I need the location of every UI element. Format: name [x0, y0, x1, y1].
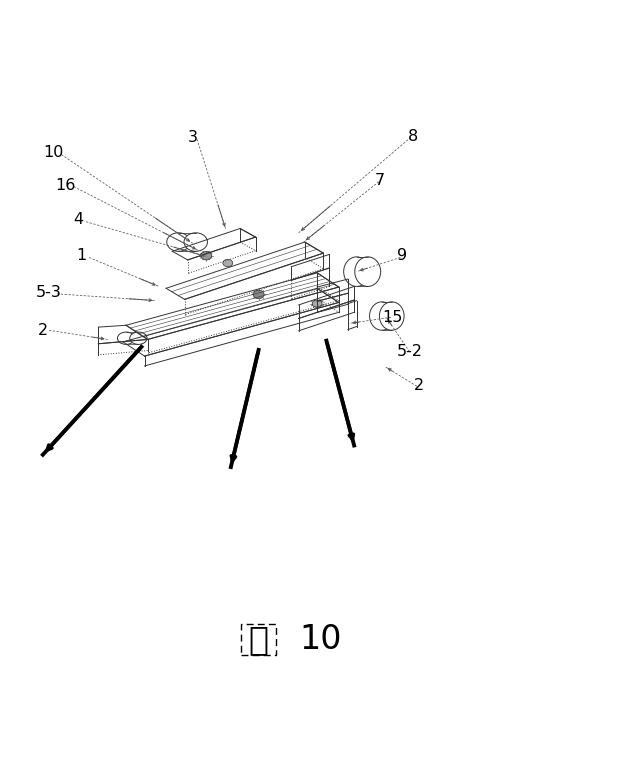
Ellipse shape [201, 251, 211, 260]
Ellipse shape [344, 257, 369, 286]
Text: 2: 2 [38, 323, 48, 338]
Text: 5-2: 5-2 [397, 344, 422, 360]
Ellipse shape [312, 300, 322, 307]
Ellipse shape [118, 332, 135, 345]
Ellipse shape [253, 290, 264, 299]
Text: 15: 15 [382, 310, 402, 324]
Text: 4: 4 [73, 212, 83, 227]
Ellipse shape [184, 232, 208, 251]
Text: 16: 16 [55, 178, 76, 193]
Text: 3: 3 [188, 129, 198, 145]
Bar [241, 624, 276, 655]
Ellipse shape [355, 257, 381, 286]
Text: 9: 9 [397, 248, 407, 263]
Text: 10: 10 [43, 145, 63, 160]
Ellipse shape [369, 302, 394, 330]
Text: 2: 2 [414, 378, 424, 393]
Ellipse shape [223, 259, 233, 267]
Text: 1: 1 [77, 248, 87, 263]
Ellipse shape [130, 332, 147, 345]
Ellipse shape [379, 302, 404, 330]
Text: 図: 図 [249, 623, 269, 656]
Text: 10: 10 [299, 623, 341, 656]
Text: 8: 8 [407, 129, 418, 144]
Text: 7: 7 [375, 173, 385, 188]
Ellipse shape [167, 232, 190, 251]
Text: 5-3: 5-3 [35, 285, 62, 300]
